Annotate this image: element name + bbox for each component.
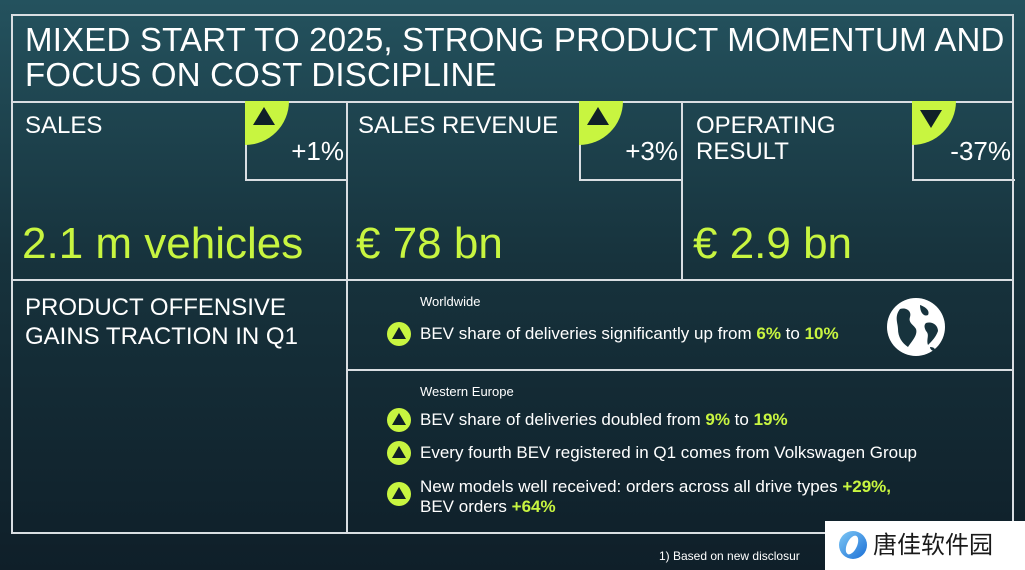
kpi-revenue-badge: +3% [579,101,682,181]
footnote: 1) Based on new disclosur [659,549,800,563]
kpi-operating-value: € 2.9 bn [693,219,853,268]
slide-frame [11,14,1014,534]
page-title: MIXED START TO 2025, STRONG PRODUCT MOME… [25,21,1005,93]
globe-icon [887,298,945,356]
kpi-revenue-value: € 78 bn [356,219,503,268]
kpi-operating-change: -37% [950,136,1011,166]
divider-kpi-1 [346,101,348,534]
arrow-down-icon [920,110,942,128]
bullet-up-icon [387,482,411,506]
europe-bullet-3: New models well received: orders across … [420,477,892,516]
offensive-title: PRODUCT OFFENSIVE GAINS TRACTION IN Q1 [25,294,298,350]
europe-bullet-2: Every fourth BEV registered in Q1 comes … [420,443,918,462]
kpi-sales-value: 2.1 m vehicles [22,219,304,268]
divider-regions [347,369,1014,371]
kpi-operating-label: OPERATING RESULT [696,112,836,165]
kpi-sales-change: +1% [291,136,344,166]
divider-kpi-2 [681,101,683,281]
kpi-revenue-change: +3% [625,136,678,166]
kpi-sales-label: SALES [25,112,103,139]
kpi-revenue-label: SALES REVENUE [358,112,559,139]
watermark-logo-icon [839,531,867,559]
kpi-sales-badge: +1% [245,101,348,181]
kpi-operating-badge: -37% [912,101,1015,181]
region-worldwide: Worldwide [420,294,481,309]
arrow-up-icon [253,107,275,125]
divider-kpis [11,279,1014,281]
arrow-up-icon [587,107,609,125]
bullet-up-icon [387,408,411,432]
bullet-up-icon [387,322,411,346]
bullet-up-icon [387,441,411,465]
worldwide-bullet-1: BEV share of deliveries significantly up… [420,324,839,343]
watermark-text: 唐佳软件园 [873,531,993,559]
divider-title [11,101,1014,103]
europe-bullet-1: BEV share of deliveries doubled from 9% … [420,410,788,429]
region-western-europe: Western Europe [420,384,514,399]
watermark-badge: 唐佳软件园 [825,521,1025,570]
